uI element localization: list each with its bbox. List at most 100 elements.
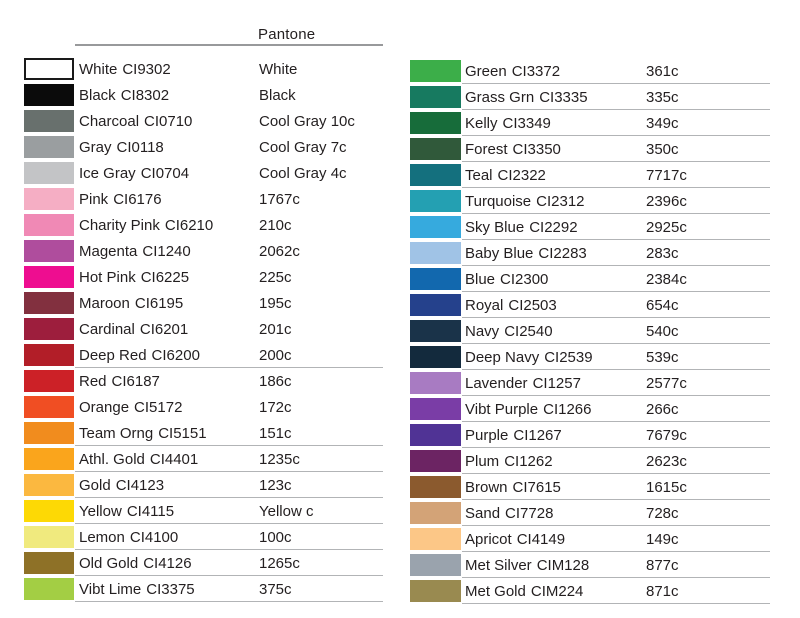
pantone-value: 335c bbox=[646, 88, 679, 106]
color-name: Royal bbox=[465, 296, 504, 314]
swatch-row: Deep Navy CI2539 539c bbox=[410, 344, 776, 370]
color-swatch bbox=[24, 318, 74, 340]
color-swatch bbox=[24, 344, 74, 366]
color-name: Blue bbox=[465, 270, 496, 288]
swatch-row: Vibt Lime CI3375 375c bbox=[24, 576, 390, 602]
color-code: CI3335 bbox=[539, 88, 588, 106]
color-code: CI1240 bbox=[142, 242, 191, 260]
pantone-value: 283c bbox=[646, 244, 679, 262]
row-divider bbox=[462, 369, 770, 370]
color-label: Kelly CI3349 bbox=[461, 115, 646, 132]
color-code: CI4115 bbox=[126, 502, 175, 520]
color-code: CI2312 bbox=[536, 192, 585, 210]
pantone-value: 2623c bbox=[646, 452, 687, 470]
color-code: CI0710 bbox=[144, 112, 193, 130]
row-divider bbox=[75, 549, 383, 550]
swatch-row: Navy CI2540 540c bbox=[410, 318, 776, 344]
color-name: Deep Red bbox=[79, 346, 147, 364]
row-divider bbox=[75, 367, 383, 368]
pantone-value: 266c bbox=[646, 400, 679, 418]
color-name: Met Gold bbox=[465, 582, 526, 600]
color-label: Forest CI3350 bbox=[461, 141, 646, 158]
color-code: CI6200 bbox=[151, 346, 200, 364]
color-swatch bbox=[24, 370, 74, 392]
row-divider bbox=[462, 161, 770, 162]
swatch-row: Royal CI2503 654c bbox=[410, 292, 776, 318]
color-label: Met Gold CIM224 bbox=[461, 583, 646, 600]
color-name: Gray bbox=[79, 138, 112, 156]
color-name: Lavender bbox=[465, 374, 528, 392]
color-code: CI2503 bbox=[508, 296, 557, 314]
color-label: Teal CI2322 bbox=[461, 167, 646, 184]
swatch-row: Plum CI1262 2623c bbox=[410, 448, 776, 474]
color-name: Pink bbox=[79, 190, 109, 208]
pantone-value: 2577c bbox=[646, 374, 687, 392]
color-label: Orange CI5172 bbox=[74, 399, 259, 416]
swatch-row: Vibt Purple CI1266 266c bbox=[410, 396, 776, 422]
color-code: CIM128 bbox=[536, 556, 590, 574]
pantone-value: 877c bbox=[646, 556, 679, 574]
row-divider bbox=[462, 109, 770, 110]
color-swatch bbox=[410, 190, 461, 212]
color-label: Black CI8302 bbox=[74, 87, 259, 104]
color-swatch bbox=[410, 502, 461, 524]
color-name: Old Gold bbox=[79, 554, 139, 572]
color-code: CI4126 bbox=[143, 554, 192, 572]
color-code: CI2292 bbox=[529, 218, 578, 236]
pantone-value: 540c bbox=[646, 322, 679, 340]
color-swatch bbox=[24, 58, 74, 80]
row-divider bbox=[462, 603, 770, 604]
swatch-row: Brown CI7615 1615c bbox=[410, 474, 776, 500]
color-label: Hot Pink CI6225 bbox=[74, 269, 259, 286]
color-swatch bbox=[24, 578, 74, 600]
color-label: Lemon CI4100 bbox=[74, 529, 259, 546]
row-divider bbox=[462, 577, 770, 578]
color-name: Yellow bbox=[79, 502, 122, 520]
color-swatch bbox=[410, 112, 461, 134]
color-label: Gold CI4123 bbox=[74, 477, 259, 494]
color-swatch bbox=[24, 162, 74, 184]
color-code: CI6176 bbox=[113, 190, 162, 208]
color-swatch bbox=[24, 214, 74, 236]
color-swatch bbox=[24, 240, 74, 262]
swatch-row: Purple CI1267 7679c bbox=[410, 422, 776, 448]
color-code: CI1262 bbox=[504, 452, 553, 470]
color-name: Athl. Gold bbox=[79, 450, 145, 468]
color-name: Charcoal bbox=[79, 112, 140, 130]
color-name: Met Silver bbox=[465, 556, 532, 574]
color-name: Red bbox=[79, 372, 107, 390]
color-name: Brown bbox=[465, 478, 508, 496]
pantone-value: Cool Gray 4c bbox=[259, 164, 347, 182]
color-code: CI2540 bbox=[504, 322, 553, 340]
swatch-row: Maroon CI6195 195c bbox=[24, 290, 390, 316]
color-swatch bbox=[24, 84, 74, 106]
row-divider bbox=[462, 187, 770, 188]
swatch-row: Old Gold CI4126 1265c bbox=[24, 550, 390, 576]
row-divider bbox=[462, 395, 770, 396]
color-swatch bbox=[410, 86, 461, 108]
pantone-column-header: Pantone bbox=[258, 26, 316, 43]
pantone-value: Black bbox=[259, 86, 296, 104]
swatch-row: Cardinal CI6201 201c bbox=[24, 316, 390, 342]
color-code: CI2300 bbox=[500, 270, 549, 288]
swatch-row: Kelly CI3349 349c bbox=[410, 110, 776, 136]
color-code: CI3375 bbox=[146, 580, 195, 598]
color-code: CI8302 bbox=[120, 86, 170, 104]
swatch-row: Lemon CI4100 100c bbox=[24, 524, 390, 550]
pantone-value: 539c bbox=[646, 348, 679, 366]
color-name: Team Orng bbox=[79, 424, 154, 442]
row-divider bbox=[462, 447, 770, 448]
pantone-value: 2925c bbox=[646, 218, 687, 236]
row-divider bbox=[75, 575, 383, 576]
color-swatch bbox=[410, 424, 461, 446]
pantone-value: Cool Gray 7c bbox=[259, 138, 347, 156]
color-label: Charity Pink CI6210 bbox=[74, 217, 259, 234]
color-label: Deep Navy CI2539 bbox=[461, 349, 646, 366]
pantone-value: 100c bbox=[259, 528, 292, 546]
color-label: White CI9302 bbox=[74, 61, 259, 78]
pantone-value: 1767c bbox=[259, 190, 300, 208]
color-name: Hot Pink bbox=[79, 268, 136, 286]
color-label: Maroon CI6195 bbox=[74, 295, 259, 312]
row-divider bbox=[462, 551, 770, 552]
swatch-row: Orange CI5172 172c bbox=[24, 394, 390, 420]
